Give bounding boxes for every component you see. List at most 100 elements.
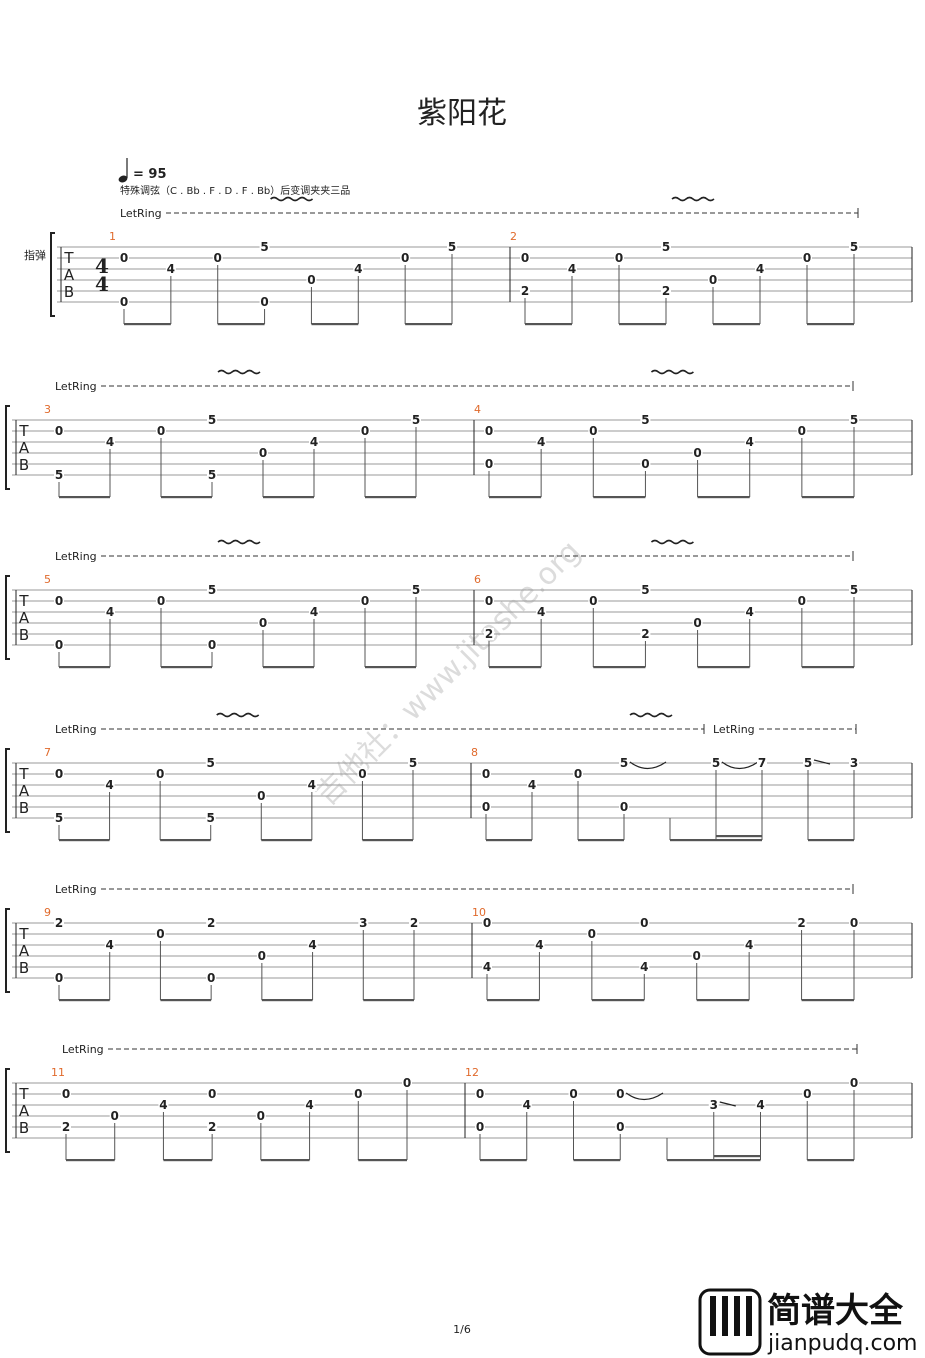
fret: 0 <box>803 1087 811 1101</box>
fret: 4 <box>756 1098 764 1112</box>
fret-bg <box>521 1099 532 1111</box>
fret-bg <box>409 917 419 929</box>
fret: 0 <box>485 594 493 608</box>
fret-bg <box>849 917 859 929</box>
beam <box>405 323 452 326</box>
clef: A <box>64 266 75 284</box>
beam <box>217 323 265 326</box>
fret: 0 <box>589 424 597 438</box>
fret-bg <box>484 595 494 607</box>
measure-number: 8 <box>471 746 478 759</box>
fret: 0 <box>207 971 215 985</box>
fret-bg <box>447 241 457 253</box>
fret: 4 <box>106 435 114 449</box>
fret-bg <box>109 1110 120 1122</box>
fret-bg <box>258 617 268 629</box>
clef: A <box>19 782 30 800</box>
fret: 0 <box>693 616 701 630</box>
fret-bg <box>411 584 421 596</box>
fret: 5 <box>850 240 858 254</box>
fret-bg <box>536 436 547 448</box>
beam <box>697 666 750 669</box>
fret-bg <box>692 447 703 459</box>
beam <box>697 496 750 499</box>
fret-bg <box>119 252 129 264</box>
fret-bg <box>849 584 859 596</box>
slide <box>813 759 831 765</box>
fret-bg <box>54 917 64 929</box>
fret: 5 <box>804 756 812 770</box>
fret-bg <box>353 1088 364 1100</box>
fret-bg <box>619 801 629 813</box>
beam <box>365 496 416 499</box>
clef: A <box>19 942 30 960</box>
fret-bg <box>54 639 64 651</box>
fret: 4 <box>537 435 545 449</box>
fret: 3 <box>850 756 858 770</box>
fret: 5 <box>662 240 670 254</box>
fret-bg <box>482 961 492 973</box>
fret: 5 <box>412 583 420 597</box>
fret-bg <box>400 252 411 264</box>
fret-bg <box>306 779 317 791</box>
fret-bg <box>661 285 671 297</box>
fret: 0 <box>798 594 806 608</box>
fret: 0 <box>620 800 628 814</box>
clef: T <box>63 249 74 267</box>
beam <box>260 1159 310 1162</box>
fret: 0 <box>476 1120 484 1134</box>
fret: 0 <box>260 295 268 309</box>
instrument: 指弹 <box>24 248 46 262</box>
fret-bg <box>520 252 530 264</box>
fret: 0 <box>354 1087 362 1101</box>
fret-bg <box>206 917 217 929</box>
beam <box>713 323 760 326</box>
beam <box>487 999 540 1002</box>
beam <box>263 496 314 499</box>
fret-bg <box>588 425 599 437</box>
measure-number: 10 <box>472 906 486 919</box>
fret: 0 <box>156 767 164 781</box>
fret: 0 <box>358 767 366 781</box>
fret-bg <box>155 928 166 940</box>
fret: 0 <box>641 457 649 471</box>
clef: B <box>19 959 29 977</box>
beam <box>808 839 854 842</box>
beam <box>161 496 212 499</box>
fret: 0 <box>615 251 623 265</box>
fret-bg <box>615 1088 626 1100</box>
fret: 0 <box>120 295 128 309</box>
fret: 0 <box>62 1087 70 1101</box>
fret: 0 <box>485 457 493 471</box>
beam <box>593 666 646 669</box>
fret-bg <box>207 469 217 481</box>
fret-bg <box>207 1088 218 1100</box>
fret-bg <box>309 436 319 448</box>
clef: A <box>19 1102 30 1120</box>
measure-number: 11 <box>51 1066 65 1079</box>
fret-bg <box>757 757 767 769</box>
fret: 0 <box>693 949 701 963</box>
clef: T <box>18 925 29 943</box>
fret: 2 <box>207 916 215 930</box>
beam <box>525 323 572 326</box>
clef: T <box>18 592 29 610</box>
fret-bg <box>306 274 317 286</box>
fret: 0 <box>361 424 369 438</box>
beam <box>573 1159 621 1162</box>
fret-bg <box>573 768 583 780</box>
fret-bg <box>482 917 492 929</box>
fret-bg <box>803 757 813 769</box>
vibrato <box>217 369 261 375</box>
fret-bg <box>309 606 319 618</box>
bracket <box>5 908 10 993</box>
fret-bg <box>212 252 223 264</box>
clef: A <box>19 439 30 457</box>
fret-bg <box>402 1077 412 1089</box>
fret-bg <box>527 779 537 791</box>
vibrato <box>216 712 260 718</box>
measure-number: 9 <box>44 906 51 919</box>
let-ring: LetRing <box>55 883 97 896</box>
